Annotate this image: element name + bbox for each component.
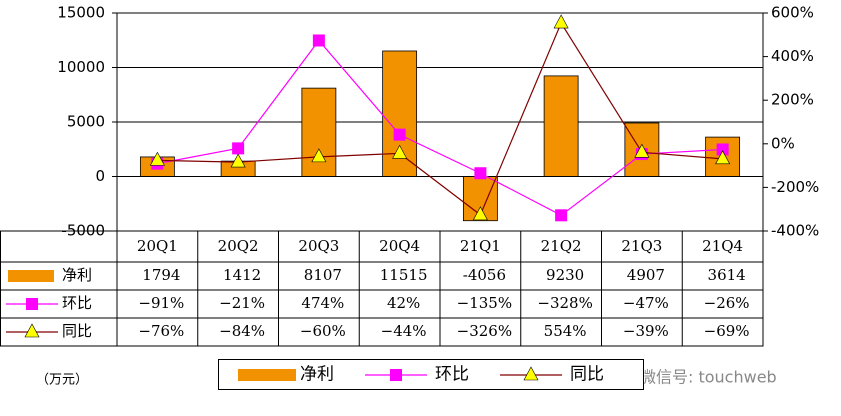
legend-key <box>238 369 296 381</box>
marker <box>230 153 246 168</box>
marker <box>716 143 729 156</box>
table-value: 9230 <box>546 266 584 284</box>
table-value: −44% <box>381 322 427 340</box>
bar <box>301 87 337 177</box>
table-value: −76% <box>138 322 184 340</box>
y-tick-label: 0 <box>95 167 105 185</box>
y-tick-label: 5000 <box>67 113 105 131</box>
marker <box>715 150 731 165</box>
y-tick-label: 10000 <box>57 58 105 76</box>
y2-tick-label: 0% <box>771 134 795 152</box>
table-value: −84% <box>219 322 265 340</box>
marker <box>555 209 568 222</box>
table-value: 42% <box>387 294 420 312</box>
table-value: −60% <box>300 322 346 340</box>
table-value: 4907 <box>627 266 665 284</box>
x-tick-label: 20Q2 <box>218 237 259 255</box>
table-value: -4056 <box>463 266 506 284</box>
table-value: −21% <box>219 294 265 312</box>
unit-label: （万元） <box>36 373 88 388</box>
x-tick-label: 21Q4 <box>702 237 743 255</box>
marker <box>149 151 165 166</box>
table-value: 8107 <box>304 266 342 284</box>
table-series-name: 同比 <box>62 322 92 340</box>
marker <box>472 206 488 221</box>
x-tick-label: 20Q1 <box>137 237 178 255</box>
marker <box>312 34 325 47</box>
x-tick-label: 21Q1 <box>460 237 501 255</box>
legend-label: 净利 <box>300 365 334 385</box>
table-value: 11515 <box>380 266 428 284</box>
y-tick-label: 15000 <box>57 4 105 22</box>
x-tick-label: 21Q2 <box>541 237 582 255</box>
y2-tick-label: 200% <box>771 91 814 109</box>
table-value: −69% <box>704 322 750 340</box>
table-value: 554% <box>544 322 587 340</box>
line <box>157 39 723 217</box>
table-series-name: 环比 <box>62 294 92 312</box>
watermark: 微信号: touchweb <box>640 368 777 387</box>
table-value: −39% <box>623 322 669 340</box>
marker <box>553 14 569 29</box>
table-value: −135% <box>457 294 512 312</box>
legend-label: 同比 <box>570 365 604 385</box>
table-value: −26% <box>704 294 750 312</box>
y2-tick-label: 600% <box>771 4 814 22</box>
marker <box>311 148 327 163</box>
table-series-name: 净利 <box>62 266 92 284</box>
y2-tick-label: -200% <box>771 178 819 196</box>
legend-marker <box>523 366 539 381</box>
table-key-marker <box>24 323 40 338</box>
legend-marker <box>390 369 402 381</box>
x-tick-label: 20Q4 <box>379 237 420 255</box>
table-value: −47% <box>623 294 669 312</box>
table-value: 1412 <box>223 266 261 284</box>
x-tick-label: 20Q3 <box>298 237 339 255</box>
table-value: 3614 <box>708 266 746 284</box>
legend-label: 环比 <box>435 365 469 385</box>
marker <box>392 144 408 159</box>
marker <box>474 167 487 180</box>
table-value: 474% <box>301 294 344 312</box>
y2-tick-label: -400% <box>771 222 819 240</box>
x-tick-label: 21Q3 <box>621 237 662 255</box>
table-key <box>8 270 54 282</box>
bar <box>543 75 579 177</box>
table-value: −326% <box>457 322 512 340</box>
table-key-marker <box>26 298 38 310</box>
marker <box>232 142 245 155</box>
table-value: −328% <box>537 294 592 312</box>
marker <box>634 143 650 158</box>
y2-tick-label: 400% <box>771 47 814 65</box>
table-value: 1794 <box>142 266 180 284</box>
line <box>157 21 723 216</box>
marker <box>393 128 406 141</box>
table-value: −91% <box>138 294 184 312</box>
